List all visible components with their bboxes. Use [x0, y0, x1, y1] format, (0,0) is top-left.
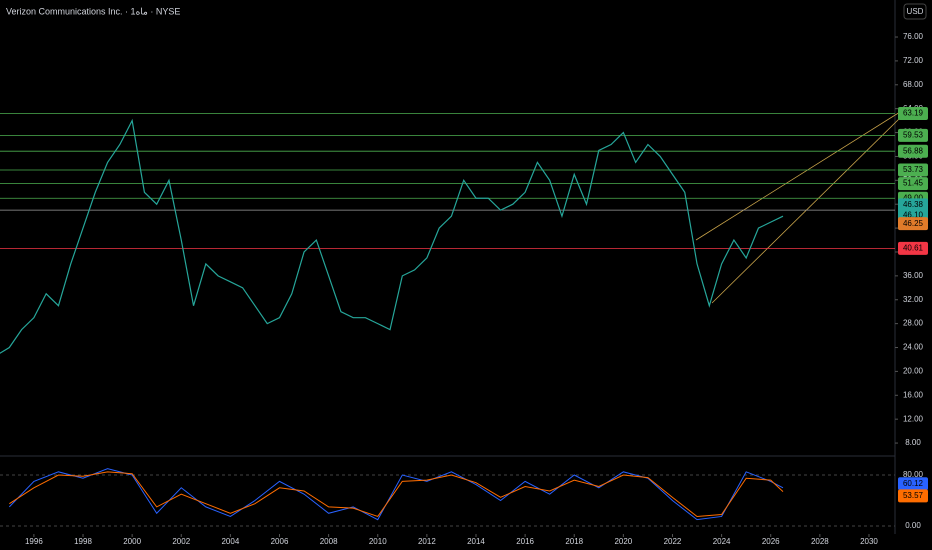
- x-tick-label: 1998: [74, 537, 92, 546]
- last-value-label-box: [898, 489, 928, 503]
- trend-line: [695, 111, 901, 241]
- level-label-box: [898, 241, 928, 255]
- level-label-box: [898, 144, 928, 158]
- level-label-box: [898, 177, 928, 191]
- y-tick-label: 28.00: [903, 319, 924, 328]
- level-label: 40.61: [903, 243, 924, 252]
- currency: USD: [907, 7, 924, 16]
- y-tick-label: 16.00: [903, 390, 924, 399]
- y-tick-label: 36.00: [903, 271, 924, 280]
- level-label: 63.19: [903, 109, 924, 118]
- x-tick-label: 2024: [713, 537, 731, 546]
- price-label-box: [898, 217, 928, 231]
- y-tick-label: 8.00: [905, 438, 921, 447]
- line-series: [9, 471, 784, 518]
- x-tick-label: 2008: [320, 537, 338, 546]
- x-tick-label: 2004: [221, 537, 239, 546]
- y-tick-label: 76.00: [903, 32, 924, 41]
- x-tick-label: 2016: [516, 537, 534, 546]
- price-label: 46.38: [903, 200, 924, 209]
- x-tick-label: 2030: [860, 537, 878, 546]
- x-tick-label: 2006: [271, 537, 289, 546]
- level-label: 49.00: [903, 193, 924, 202]
- y-tick-label: 24.00: [903, 343, 924, 352]
- y-tick-label: 72.00: [903, 56, 924, 65]
- y-tick-label: 32.00: [903, 295, 924, 304]
- level-label-box: [898, 107, 928, 121]
- last-value-label: 60.12: [903, 479, 924, 488]
- x-tick-label: 2000: [123, 537, 141, 546]
- level-label: 59.53: [903, 130, 924, 139]
- y-tick-label: 20.00: [903, 367, 924, 376]
- y-tick-label: 80.00: [903, 470, 924, 479]
- x-tick-label: 2014: [467, 537, 485, 546]
- y-tick-label: 0.00: [905, 521, 921, 530]
- x-tick-label: 2020: [614, 537, 632, 546]
- y-tick-label: 68.00: [903, 80, 924, 89]
- x-tick-label: 2022: [664, 537, 682, 546]
- x-tick-label: 1996: [25, 537, 43, 546]
- chart-title: Verizon Communications Inc. · 1ماه · NYS…: [6, 6, 180, 16]
- x-tick-label: 2002: [172, 537, 190, 546]
- level-label: 56.88: [903, 146, 924, 155]
- level-label-box: [898, 163, 928, 177]
- x-tick-label: 2018: [565, 537, 583, 546]
- x-tick-label: 2012: [418, 537, 436, 546]
- last-value-label: 53.57: [903, 491, 924, 500]
- level-label: 51.45: [903, 179, 924, 188]
- line-series: [0, 118, 784, 354]
- line-series: [8, 468, 784, 521]
- x-tick-label: 2010: [369, 537, 387, 546]
- price-label: 46.25: [903, 219, 924, 228]
- x-tick-label: 2026: [762, 537, 780, 546]
- level-label-box: [898, 128, 928, 142]
- x-tick-label: 2028: [811, 537, 829, 546]
- price-label: 46.10: [903, 211, 924, 220]
- y-tick-label: 12.00: [903, 414, 924, 423]
- level-label: 53.73: [903, 165, 924, 174]
- last-value-label-box: [898, 477, 928, 491]
- price-label-box: [898, 198, 928, 212]
- currency-box[interactable]: [903, 3, 927, 20]
